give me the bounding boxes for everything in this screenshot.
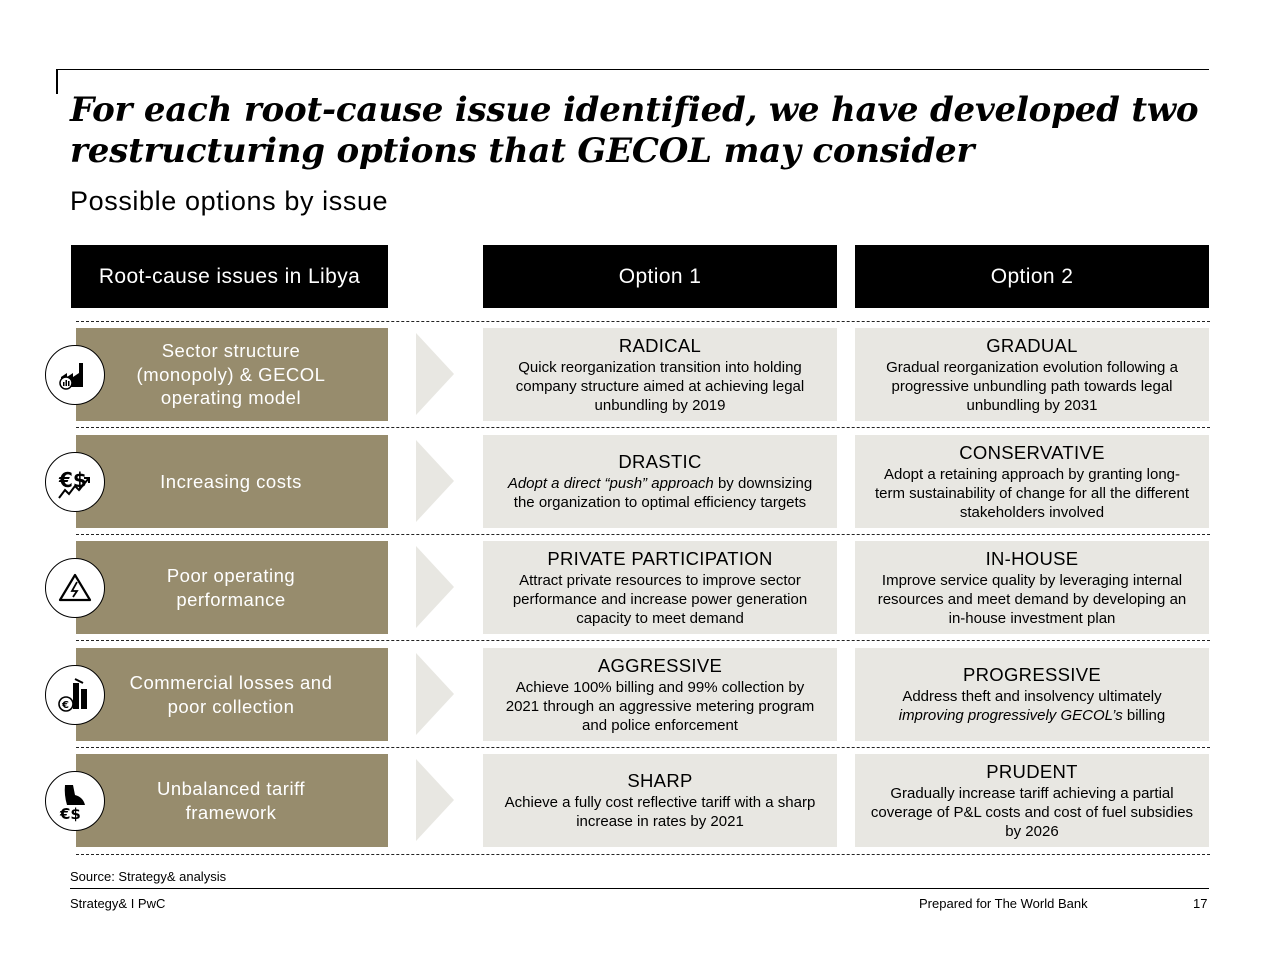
chevron-right-icon — [416, 440, 454, 522]
chevron-right-icon — [416, 653, 454, 735]
option-2-cell: IN-HOUSE Improve service quality by leve… — [855, 541, 1209, 634]
option-1-cell: DRASTIC Adopt a direct “push” approach b… — [483, 435, 837, 528]
option-description: Adopt a direct “push” approach by downsi… — [483, 474, 837, 512]
chevron-right-icon — [416, 759, 454, 841]
issue-cell: Poor operating performance — [76, 541, 388, 634]
option-1-cell: RADICAL Quick reorganization transition … — [483, 328, 837, 421]
option-description: Improve service quality by leveraging in… — [877, 571, 1187, 627]
option-text: by downsizing the organization to optima… — [513, 475, 813, 511]
header-option-1: Option 1 — [483, 245, 837, 308]
row-divider — [76, 427, 1210, 428]
option-title: DRASTIC — [618, 451, 702, 472]
issue-label: Commercial losses and poor collection — [129, 672, 333, 717]
option-title: SHARP — [627, 770, 693, 791]
option-title: RADICAL — [618, 334, 702, 356]
issue-cell: Sector structure (monopoly) & GECOL oper… — [76, 328, 388, 421]
option-description: Achieve a fully cost reflective tariff w… — [504, 794, 816, 830]
option-description: Adopt a retaining approach by granting l… — [874, 465, 1190, 521]
option-title: CONSERVATIVE — [959, 441, 1105, 463]
issue-label: Increasing costs — [160, 470, 302, 492]
option-1-cell: SHARP Achieve a fully cost reflective ta… — [483, 754, 837, 847]
option-title: PRIVATE PARTICIPATION — [547, 547, 773, 569]
top-rule — [56, 69, 1209, 70]
option-1-cell: AGGRESSIVE Achieve 100% billing and 99% … — [483, 648, 837, 741]
option-title: AGGRESSIVE — [597, 654, 723, 676]
row-divider — [76, 747, 1210, 748]
factory-icon — [45, 345, 105, 405]
row-divider — [76, 640, 1210, 641]
option-description: Address theft and insolvency ultimately i… — [885, 687, 1180, 725]
option-emphasis: improving progressively GECOL’s — [898, 707, 1123, 724]
option-description: Attract private resources to improve sec… — [512, 571, 808, 627]
euro-collection-icon: € — [45, 665, 105, 725]
option-1-cell: PRIVATE PARTICIPATION Attract private re… — [483, 541, 837, 634]
chevron-right-icon — [416, 546, 454, 628]
svg-text:€: € — [61, 700, 69, 711]
issue-label: Poor operating performance — [166, 565, 296, 610]
issue-cell: Increasing costs — [76, 435, 388, 528]
option-2-cell: CONSERVATIVE Adopt a retaining approach … — [855, 435, 1209, 528]
footer-prepared-for: Prepared for The World Bank — [919, 896, 1088, 911]
tariff-scale-icon: €$ — [45, 771, 105, 831]
issue-cell: Unbalanced tariff framework — [76, 754, 388, 847]
option-title: PRUDENT — [986, 760, 1078, 782]
option-description: Achieve 100% billing and 99% collection … — [505, 678, 815, 734]
footer-rule — [70, 888, 1209, 889]
issue-label: Sector structure (monopoly) & GECOL oper… — [136, 340, 326, 409]
option-title: GRADUAL — [986, 334, 1078, 356]
option-description: Gradual reorganization evolution followi… — [886, 358, 1178, 414]
header-option-2: Option 2 — [855, 245, 1209, 308]
issue-cell: Commercial losses and poor collection — [76, 648, 388, 741]
source-note: Source: Strategy& analysis — [70, 869, 227, 884]
option-description: Quick reorganization transition into hol… — [515, 358, 805, 414]
row-divider — [76, 321, 1210, 322]
page-number: 17 — [1193, 896, 1208, 911]
row-divider — [76, 534, 1210, 535]
corner-mark — [56, 69, 58, 94]
option-description: Gradually increase tariff achieving a pa… — [870, 784, 1194, 840]
warning-icon — [45, 558, 105, 618]
option-title: IN-HOUSE — [985, 547, 1079, 569]
page-subtitle: Possible options by issue — [70, 186, 389, 216]
issue-label: Unbalanced tariff framework — [156, 778, 306, 823]
option-2-cell: PROGRESSIVE Address theft and insolvency… — [855, 648, 1209, 741]
svg-text:€$: €$ — [59, 805, 81, 823]
option-title: PROGRESSIVE — [963, 664, 1101, 685]
option-2-cell: GRADUAL Gradual reorganization evolution… — [855, 328, 1209, 421]
option-text: Address theft and insolvency ultimately — [902, 688, 1162, 705]
currency-rising-icon: €$ — [45, 452, 105, 512]
row-divider — [76, 854, 1210, 855]
option-2-cell: PRUDENT Gradually increase tariff achiev… — [855, 754, 1209, 847]
chevron-right-icon — [416, 333, 454, 415]
footer-brand: Strategy& I PwC — [70, 896, 166, 911]
option-text-end: billing — [1122, 707, 1166, 724]
option-emphasis: Adopt a direct “push” approach — [507, 475, 714, 492]
header-issues: Root-cause issues in Libya — [71, 245, 388, 308]
page-title: For each root-cause issue identified, we… — [70, 90, 1199, 171]
